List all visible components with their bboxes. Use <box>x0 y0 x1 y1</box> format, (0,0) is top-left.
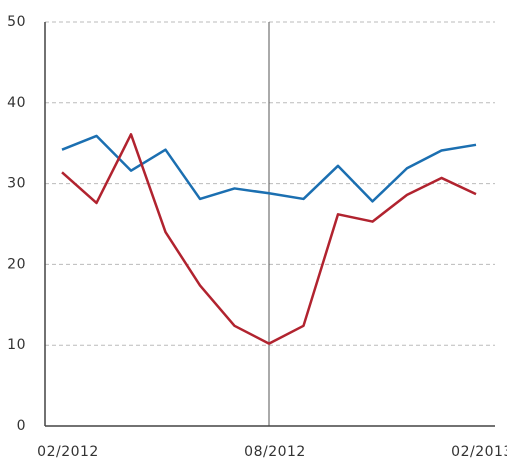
line-series <box>61 133 477 345</box>
y-tick-label: 40 <box>7 95 26 111</box>
y-tick-label: 50 <box>7 14 26 30</box>
x-tick-label: 08/2012 <box>244 444 306 460</box>
x-tick-label: 02/2012 <box>37 444 99 460</box>
y-tick-label: 20 <box>7 256 26 272</box>
y-tick-label: 0 <box>17 418 26 434</box>
line-series <box>61 134 477 203</box>
y-tick-label: 10 <box>7 337 26 353</box>
y-tick-label: 30 <box>7 176 26 192</box>
x-tick-label: 02/2013 <box>451 444 507 460</box>
